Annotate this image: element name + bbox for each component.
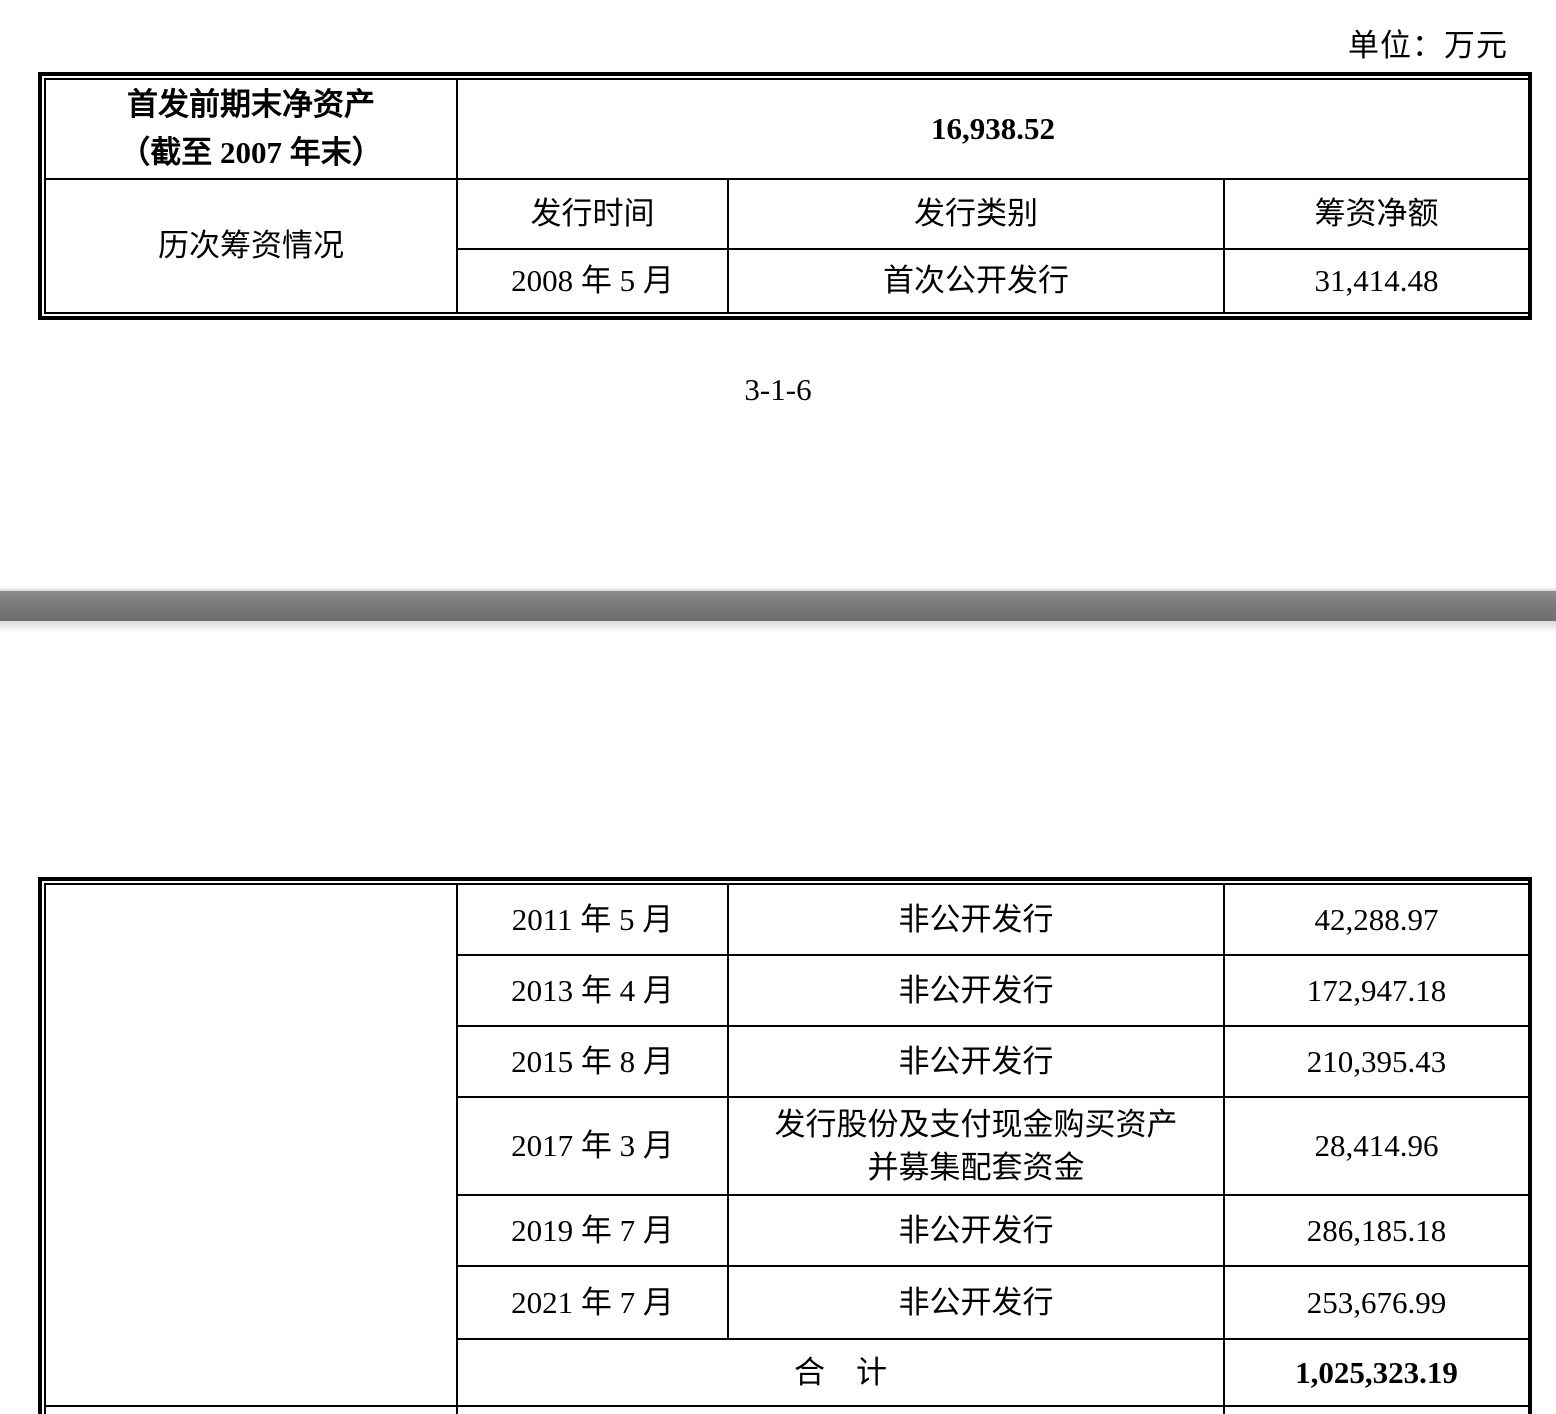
net-asset-label-line1: 首发前期末净资产 [127,86,375,122]
financing-table-page1-grid: 首发前期末净资产 （截至 2007 年末） 16,938.52 历次筹资情况 发… [44,78,1530,314]
financing-table-page2: 2011 年 5 月 非公开发行 42,288.97 2013 年 4 月 非公… [38,877,1532,1414]
table-row: 2019 年 7 月 非公开发行 286,185.18 [45,1194,1530,1267]
issue-type-cell: 非公开发行 [727,954,1225,1027]
issue-time-cell: 2008 年 5 月 [456,248,729,314]
issue-type-cell: 首次公开发行 [727,248,1225,314]
total-row: 合 计 1,025,323.19 [45,1338,1530,1407]
total-value-cell: 1,025,323.19 [1223,1338,1530,1407]
net-asset-row: 首发前期末净资产 （截至 2007 年末） 16,938.52 [44,78,1530,180]
table-row: 2011 年 5 月 非公开发行 42,288.97 [44,883,1530,1407]
col-header-issue-time: 发行时间 [456,178,729,250]
issue-type-cell: 非公开发行 [727,1025,1225,1098]
issue-type-cell: 非公开发行 [727,1194,1225,1267]
net-proceeds-cell: 31,414.48 [1223,248,1530,314]
issue-time-cell: 2019 年 7 月 [456,1194,729,1267]
unit-label: 单位：万元 [1348,28,1508,63]
net-asset-label-line2: （截至 2007 年末） [119,135,383,170]
partial-cell-amount [1223,1405,1530,1414]
issue-time-cell: 2011 年 5 月 [456,883,729,956]
issue-type-text: 发行股份及支付现金购买资产并募集配套资金 [774,1106,1178,1185]
net-asset-label-cell: 首发前期末净资产 （截至 2007 年末） [44,78,458,180]
table-row: 2013 年 4 月 非公开发行 172,947.18 [45,954,1530,1027]
col-header-net-proceeds: 筹资净额 [1223,178,1530,250]
page-number: 3-1-6 [744,372,812,407]
partial-cell-label [44,1405,458,1414]
net-proceeds-cell: 28,414.96 [1223,1096,1530,1196]
net-proceeds-cell: 253,676.99 [1223,1265,1530,1340]
partial-cell-middle [456,1405,1225,1414]
financing-history-label-cell: 历次筹资情况 [44,178,458,314]
page-separator-bar [0,587,1556,633]
net-proceeds-cell: 210,395.43 [1223,1025,1530,1098]
table-row: 2017 年 3 月 发行股份及支付现金购买资产并募集配套资金 28,414.9… [45,1096,1530,1196]
net-asset-value-cell: 16,938.52 [456,78,1530,180]
issue-time-cell: 2015 年 8 月 [456,1025,729,1098]
issue-time-cell: 2017 年 3 月 [456,1096,729,1196]
total-label-cell: 合 计 [456,1338,1225,1407]
table-row: 2008 年 5 月 首次公开发行 31,414.48 [45,248,1530,314]
net-proceeds-cell: 42,288.97 [1223,883,1530,956]
issue-type-cell: 非公开发行 [727,1265,1225,1340]
table-header-row: 历次筹资情况 发行时间 发行类别 筹资净额 [44,178,1530,314]
net-proceeds-cell: 172,947.18 [1223,954,1530,1027]
table-row: 2021 年 7 月 非公开发行 253,676.99 [45,1265,1530,1340]
issue-type-cell: 发行股份及支付现金购买资产并募集配套资金 [727,1096,1225,1196]
issue-time-cell: 2021 年 7 月 [456,1265,729,1340]
issue-type-cell: 非公开发行 [727,883,1225,956]
partial-next-row [44,1405,1530,1414]
table-row: 2015 年 8 月 非公开发行 210,395.43 [45,1025,1530,1098]
col-header-issue-type: 发行类别 [727,178,1225,250]
financing-table-page2-grid: 2011 年 5 月 非公开发行 42,288.97 2013 年 4 月 非公… [44,883,1530,1414]
issue-time-cell: 2013 年 4 月 [456,954,729,1027]
financing-table-page1: 首发前期末净资产 （截至 2007 年末） 16,938.52 历次筹资情况 发… [38,72,1532,320]
net-proceeds-cell: 286,185.18 [1223,1194,1530,1267]
merged-empty-label-cell [44,883,458,1407]
